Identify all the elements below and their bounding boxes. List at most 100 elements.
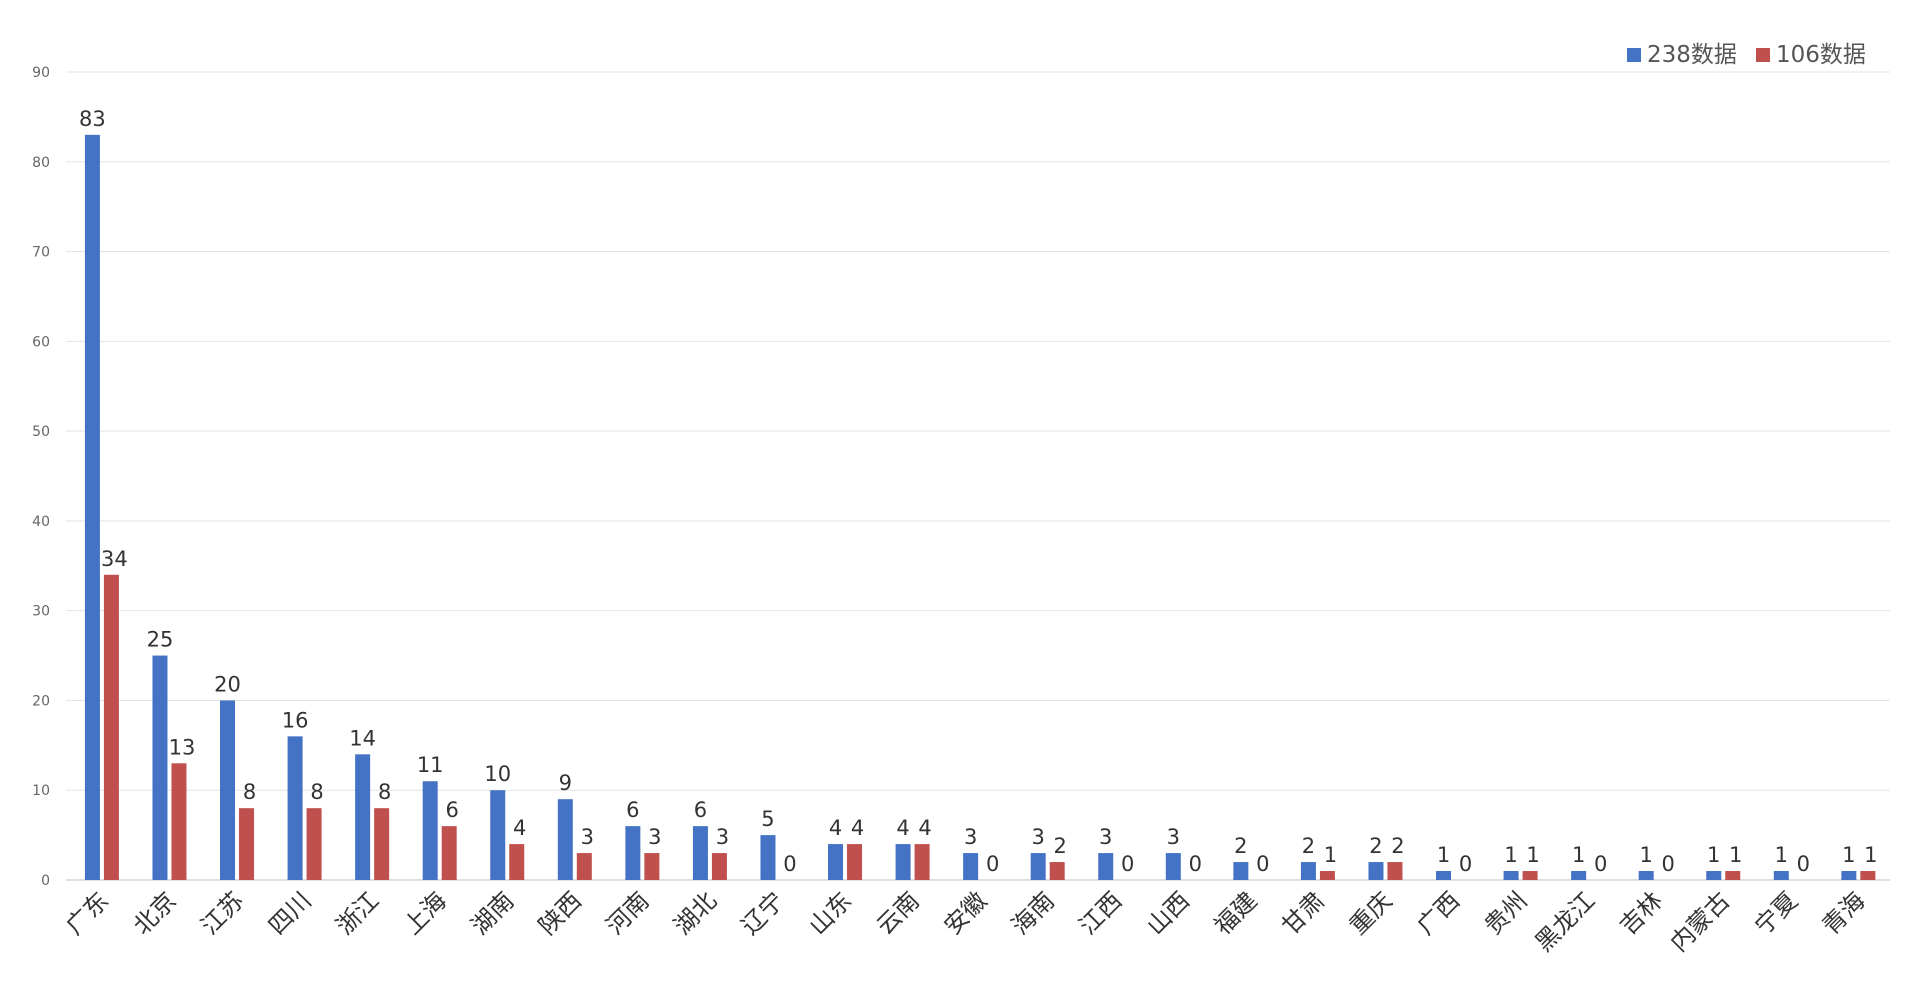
data-label-series1-20: 1 xyxy=(1437,843,1450,867)
category-label: 重庆 xyxy=(1344,886,1398,940)
y-tick-label: 50 xyxy=(32,424,50,440)
bar-series2-18 xyxy=(1319,871,1335,880)
data-label-series2-24: 1 xyxy=(1729,843,1742,867)
category-label: 山东 xyxy=(804,886,858,940)
data-label-series2-0: 34 xyxy=(101,547,128,571)
bar-series1-9 xyxy=(692,826,708,880)
data-label-series2-13: 0 xyxy=(986,852,999,876)
y-tick-label: 20 xyxy=(32,693,50,709)
bar-series2-4 xyxy=(374,808,390,880)
bar-series1-13 xyxy=(963,853,979,880)
bar-series2-24 xyxy=(1725,871,1741,880)
data-label-series1-17: 2 xyxy=(1234,834,1247,858)
bar-series1-14 xyxy=(1030,853,1046,880)
bar-series1-4 xyxy=(355,754,371,880)
bar-series1-12 xyxy=(895,844,911,880)
data-label-series2-23: 0 xyxy=(1662,852,1675,876)
bar-series2-7 xyxy=(576,853,592,880)
y-tick-label: 30 xyxy=(32,604,50,620)
legend-label-2: 106数据 xyxy=(1776,42,1866,68)
bar-series1-7 xyxy=(557,799,573,880)
data-label-series2-19: 2 xyxy=(1391,834,1404,858)
category-label: 广东 xyxy=(60,886,114,940)
data-label-series2-22: 0 xyxy=(1594,852,1607,876)
data-label-series2-18: 1 xyxy=(1324,843,1337,867)
category-label: 黑龙江 xyxy=(1530,886,1601,957)
y-axis-ticks: 0 10 20 30 40 50 60 70 80 90 xyxy=(32,65,50,889)
category-label: 山西 xyxy=(1141,886,1195,940)
bar-series1-8 xyxy=(625,826,641,880)
data-label-series2-8: 3 xyxy=(648,825,661,849)
bar-series1-24 xyxy=(1706,871,1722,880)
bar-series2-8 xyxy=(644,853,660,880)
bar-series2-11 xyxy=(847,844,863,880)
bar-series2-14 xyxy=(1049,862,1065,880)
data-label-series2-11: 4 xyxy=(851,816,864,840)
data-label-series1-15: 3 xyxy=(1099,825,1112,849)
category-label: 江西 xyxy=(1074,886,1128,940)
category-label: 湖北 xyxy=(668,886,722,940)
category-label: 陕西 xyxy=(533,886,587,940)
bar-series1-23 xyxy=(1638,871,1654,880)
bar-series2-12 xyxy=(914,844,930,880)
bar-series2-5 xyxy=(441,826,457,880)
data-label-series1-12: 4 xyxy=(896,816,909,840)
category-label: 青海 xyxy=(1817,886,1871,940)
category-label: 甘肃 xyxy=(1276,886,1330,940)
data-label-series2-25: 0 xyxy=(1797,852,1810,876)
data-label-series2-1: 13 xyxy=(169,735,196,759)
data-label-series1-7: 9 xyxy=(559,771,572,795)
legend-label-1: 238数据 xyxy=(1647,42,1737,68)
category-label: 宁夏 xyxy=(1749,886,1803,940)
category-label: 贵州 xyxy=(1479,886,1533,940)
data-label-series1-2: 20 xyxy=(214,672,241,696)
category-label: 河南 xyxy=(601,886,655,940)
data-label-series2-26: 1 xyxy=(1864,843,1877,867)
bar-series1-22 xyxy=(1571,871,1587,880)
category-label: 福建 xyxy=(1209,886,1263,940)
bar-series1-3 xyxy=(287,736,303,880)
data-label-series1-25: 1 xyxy=(1775,843,1788,867)
x-axis-categories: 广东 北京 江苏 四川 浙江 上海 湖南 陕西 河南 湖北 辽宁 山东 云南 安徽 海南 江西 山西 福建 甘肃 重庆… xyxy=(60,886,1870,957)
bar-series2-19 xyxy=(1387,862,1403,880)
y-tick-label: 70 xyxy=(32,245,50,261)
bar-series1-1 xyxy=(152,655,168,880)
category-label: 辽宁 xyxy=(736,886,790,940)
data-label-series1-9: 6 xyxy=(694,798,707,822)
bar-series1-15 xyxy=(1098,853,1114,880)
category-label: 安徽 xyxy=(939,886,993,940)
category-label: 浙江 xyxy=(331,886,385,940)
bar-series1-2 xyxy=(220,700,236,880)
bar-series2-1 xyxy=(171,763,187,880)
bar-series1-10 xyxy=(760,835,776,880)
data-label-series2-10: 0 xyxy=(783,852,796,876)
bar-series2-3 xyxy=(306,808,322,880)
data-label-series1-23: 1 xyxy=(1640,843,1653,867)
data-label-series1-0: 83 xyxy=(79,107,106,131)
data-label-series2-12: 4 xyxy=(918,816,931,840)
bar-series1-11 xyxy=(828,844,844,880)
bar-series1-0 xyxy=(84,134,100,880)
data-label-series1-8: 6 xyxy=(626,798,639,822)
bar-series2-9 xyxy=(711,853,727,880)
data-label-series2-5: 6 xyxy=(446,798,459,822)
data-label-series2-14: 2 xyxy=(1054,834,1067,858)
data-label-series1-18: 2 xyxy=(1302,834,1315,858)
category-label: 广西 xyxy=(1412,886,1466,940)
data-label-series1-16: 3 xyxy=(1167,825,1180,849)
bar-series2-0 xyxy=(103,574,119,880)
bar-series2-26 xyxy=(1860,871,1876,880)
bar-series1-5 xyxy=(422,781,438,880)
data-label-series2-21: 1 xyxy=(1526,843,1539,867)
data-label-series2-16: 0 xyxy=(1189,852,1202,876)
legend: 238数据 106数据 xyxy=(1627,42,1866,68)
bar-series1-26 xyxy=(1841,871,1857,880)
y-tick-label: 60 xyxy=(32,334,50,350)
bar-series1-25 xyxy=(1773,871,1789,880)
data-label-series1-11: 4 xyxy=(829,816,842,840)
data-label-series1-3: 16 xyxy=(282,708,309,732)
legend-swatch-1 xyxy=(1627,48,1641,62)
